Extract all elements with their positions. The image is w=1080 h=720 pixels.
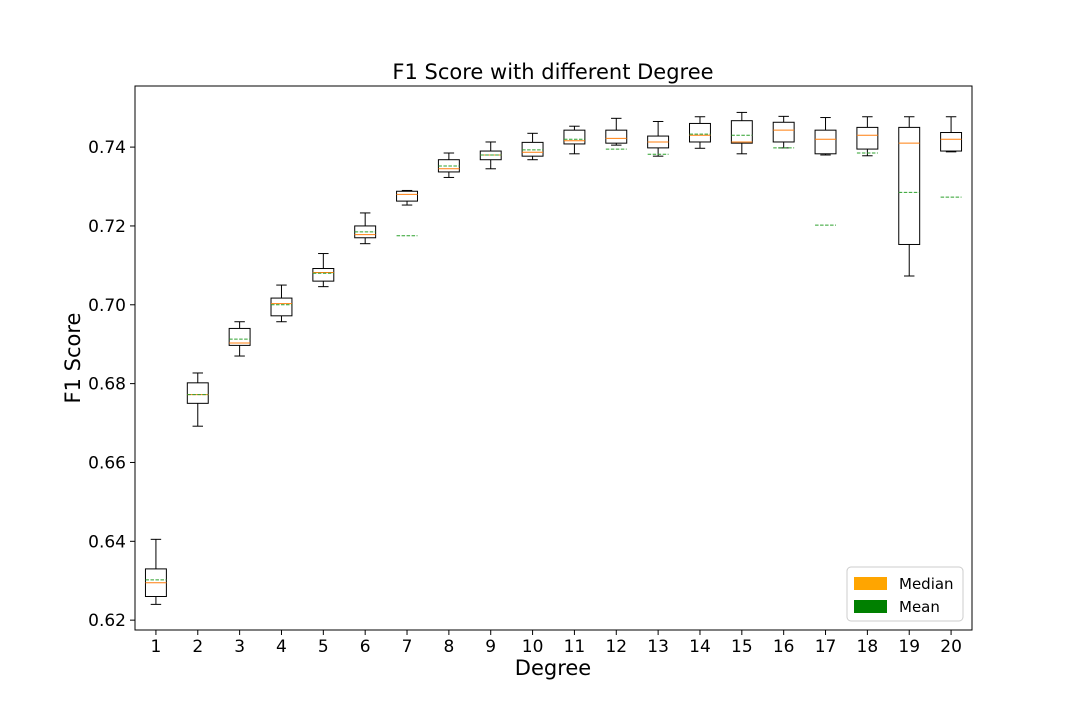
x-tick-label: 2 <box>192 637 203 657</box>
box-degree-19 <box>898 116 921 277</box>
box-iqr <box>898 126 921 245</box>
plot-frame <box>134 85 973 631</box>
y-tick-label: 0.68 <box>88 375 126 395</box>
legend-label-median: Median <box>899 575 954 593</box>
x-tick-label: 19 <box>898 637 920 657</box>
x-tick-label: 16 <box>773 637 795 657</box>
box-iqr <box>563 129 586 145</box>
box-degree-17 <box>814 117 837 226</box>
box-degree-4 <box>270 284 293 323</box>
x-tick-label: 3 <box>234 637 245 657</box>
x-tick-label: 8 <box>443 637 454 657</box>
box-degree-3 <box>228 321 251 357</box>
legend: Median Mean <box>846 566 964 622</box>
box-degree-16 <box>772 115 795 149</box>
box-degree-7 <box>396 189 418 237</box>
x-tick-label: 12 <box>605 637 627 657</box>
box-iqr <box>814 129 837 155</box>
box-iqr <box>396 190 418 202</box>
x-tick-label: 13 <box>647 637 669 657</box>
x-tick-label: 4 <box>276 637 287 657</box>
x-tick-label: 9 <box>485 637 496 657</box>
box-degree-15 <box>730 111 753 155</box>
box-iqr <box>730 120 753 144</box>
box-degree-1 <box>144 538 167 605</box>
y-tick-label: 0.64 <box>88 532 126 552</box>
boxes-group <box>144 111 963 605</box>
box-iqr <box>605 129 628 144</box>
box-degree-2 <box>186 372 209 427</box>
x-tick-label: 5 <box>318 637 329 657</box>
box-degree-6 <box>354 212 377 245</box>
y-tick-label: 0.70 <box>88 296 126 316</box>
box-iqr <box>940 132 963 152</box>
x-tick-label: 20 <box>940 637 962 657</box>
box-degree-8 <box>437 152 460 178</box>
box-degree-13 <box>647 120 670 157</box>
box-degree-18 <box>856 116 879 157</box>
box-degree-12 <box>605 117 628 150</box>
box-degree-20 <box>940 116 963 198</box>
x-tick-label: 15 <box>731 637 753 657</box>
x-axis: 1 2 3 4 5 6 7 8 9 10 11 12 13 14 15 16 17 18 19 20 <box>151 630 962 657</box>
box-iqr <box>186 382 209 404</box>
box-degree-9 <box>479 141 502 170</box>
legend-label-mean: Mean <box>899 598 940 616</box>
box-iqr <box>312 268 335 282</box>
x-axis-label: Degree <box>515 656 591 680</box>
box-iqr <box>270 297 293 317</box>
y-tick-label: 0.66 <box>88 453 126 473</box>
box-degree-14 <box>689 116 711 149</box>
y-axis: 0.62 0.64 0.66 0.68 0.70 0.72 0.74 <box>88 138 135 631</box>
box-iqr <box>689 122 711 143</box>
legend-swatch-mean <box>854 600 887 613</box>
y-tick-label: 0.62 <box>88 611 126 631</box>
chart-title: F1 Score with different Degree <box>392 60 713 84</box>
box-iqr <box>856 126 879 150</box>
box-iqr <box>228 327 251 346</box>
box-degree-11 <box>563 125 586 155</box>
box-degree-10 <box>521 132 544 161</box>
box-iqr <box>772 121 795 143</box>
x-tick-label: 7 <box>402 637 413 657</box>
x-tick-label: 14 <box>689 637 711 657</box>
x-tick-label: 17 <box>815 637 837 657</box>
legend-swatch-median <box>854 577 887 590</box>
box-iqr <box>521 141 544 157</box>
x-tick-label: 18 <box>857 637 879 657</box>
box-degree-5 <box>312 253 335 288</box>
y-axis-label: F1 Score <box>61 313 85 404</box>
y-tick-label: 0.74 <box>88 138 126 158</box>
x-tick-label: 6 <box>360 637 371 657</box>
y-tick-label: 0.72 <box>88 217 126 237</box>
x-tick-label: 11 <box>564 637 586 657</box>
x-tick-label: 1 <box>151 637 162 657</box>
x-tick-label: 10 <box>522 637 544 657</box>
